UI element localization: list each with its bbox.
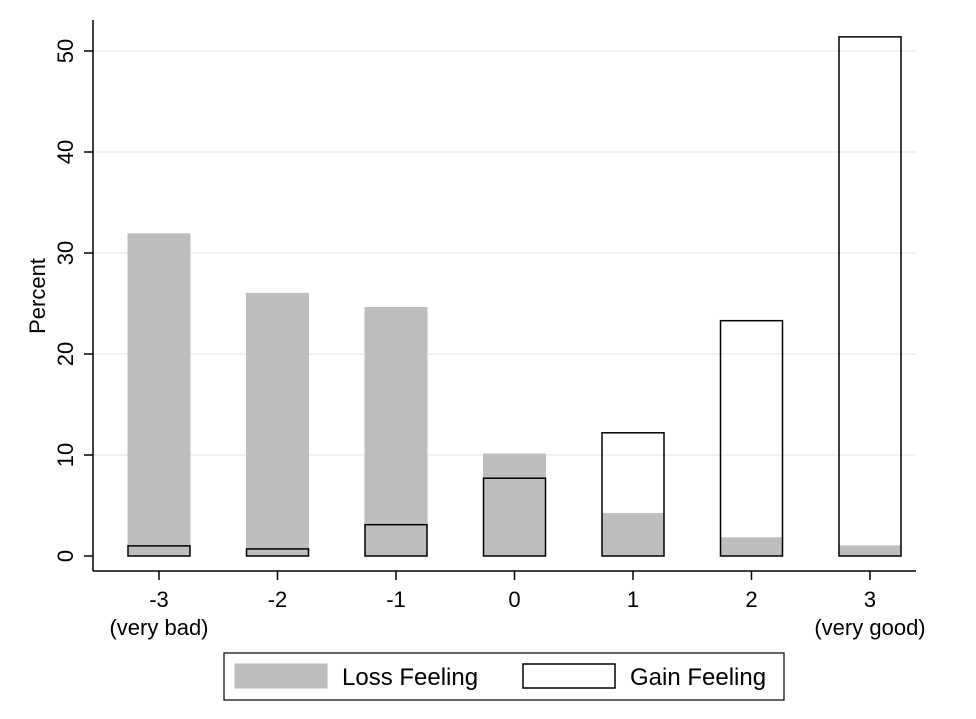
y-tick-label-40: 40 — [53, 140, 78, 164]
x-tick-label-6: 3 — [864, 587, 876, 612]
x-tick-label-4: 1 — [627, 587, 639, 612]
gain-bar-4 — [601, 432, 665, 557]
gridlines — [93, 50, 916, 456]
loss-bar-4 — [601, 513, 665, 557]
gain-bar-1 — [245, 548, 310, 557]
y-axis-title: Percent — [25, 258, 50, 334]
loss-bar-1 — [246, 292, 309, 557]
x-tick-label-1: -2 — [268, 587, 288, 612]
x-tick-label-2: -1 — [386, 587, 406, 612]
x-tick-sublabel-6: (very good) — [814, 615, 925, 640]
y-ticks: 0 10 20 30 40 50 — [53, 39, 93, 562]
x-tick-sublabel-0: (very bad) — [109, 615, 208, 640]
loss-bar-2 — [364, 307, 428, 557]
loss-feeling-series — [127, 233, 902, 557]
legend-label-gain: Gain Feeling — [630, 664, 766, 691]
y-tick-label-30: 30 — [53, 241, 78, 265]
gain-bar-3 — [482, 477, 547, 557]
gain-bar-2 — [364, 523, 428, 557]
gain-feeling-series — [127, 36, 902, 557]
y-tick-label-0: 0 — [53, 550, 78, 562]
gain-bar-0 — [127, 545, 191, 557]
x-ticks: -3 (very bad) -2 -1 0 1 2 3 (very good) — [109, 571, 926, 640]
y-tick-label-50: 50 — [53, 39, 78, 63]
y-tick-label-10: 10 — [53, 443, 78, 467]
gain-bar-6 — [838, 36, 902, 557]
legend: Loss Feeling Gain Feeling — [223, 652, 785, 701]
x-tick-label-0: -3 — [149, 587, 169, 612]
loss-bar-6 — [838, 545, 902, 557]
x-tick-label-5: 2 — [745, 587, 757, 612]
legend-swatch-loss — [234, 663, 328, 689]
gain-bar-5 — [719, 319, 784, 557]
y-tick-label-20: 20 — [53, 342, 78, 366]
loss-bar-3 — [483, 453, 546, 557]
legend-label-loss: Loss Feeling — [342, 664, 478, 691]
loss-bar-5 — [720, 537, 783, 557]
legend-swatch-gain — [522, 663, 616, 689]
x-tick-label-3: 0 — [508, 587, 520, 612]
loss-bar-0 — [127, 233, 191, 557]
